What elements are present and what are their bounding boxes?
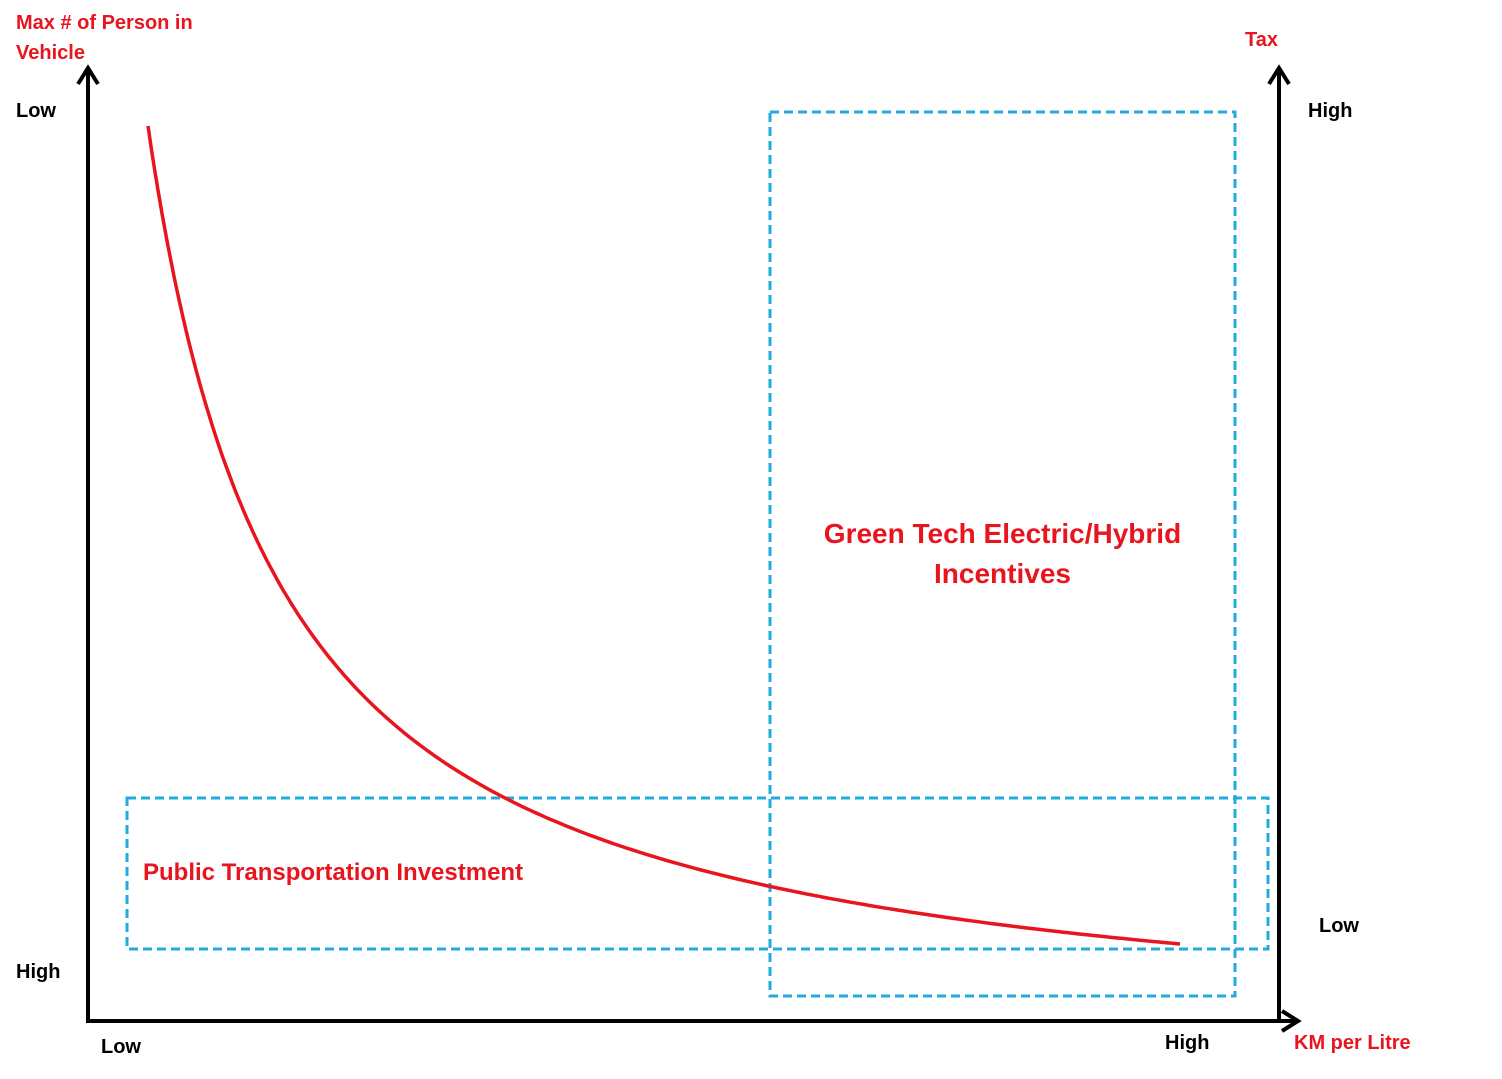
left-axis-title: Max # of Person in Vehicle (16, 8, 226, 68)
green-tech-label-line1: Green Tech Electric/Hybrid (823, 518, 1182, 549)
right-axis-bottom-label: Low (1319, 915, 1359, 937)
left-axis-top-label: Low (16, 100, 56, 122)
green-tech-region-label: Green Tech Electric/Hybrid Incentives (770, 514, 1235, 594)
x-axis-title: KM per Litre (1294, 1032, 1411, 1054)
public-transport-region-box (125, 796, 1270, 951)
green-tech-label-line2: Incentives (934, 558, 1071, 589)
left-axis-bottom-label: High (16, 961, 61, 983)
left-axis-arrowhead (76, 64, 100, 86)
x-axis-arrowhead (1280, 1009, 1302, 1033)
trend-curve (146, 125, 1181, 946)
right-axis-top-label: High (1308, 100, 1353, 122)
x-axis-right-label: High (1165, 1032, 1210, 1054)
left-axis-title-text: Max # of Person in Vehicle (16, 12, 193, 64)
public-transport-region-label: Public Transportation Investment (143, 859, 524, 886)
right-axis-title: Tax (1245, 29, 1278, 51)
x-axis-left-label: Low (101, 1036, 141, 1058)
green-tech-region-box (768, 110, 1237, 998)
right-axis-arrowhead (1267, 64, 1291, 86)
